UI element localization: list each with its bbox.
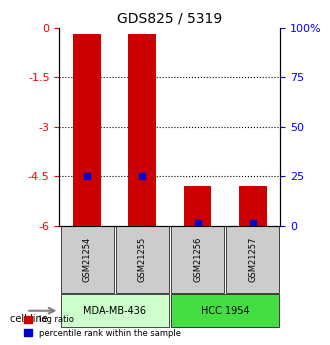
Text: cell line: cell line [10, 314, 48, 324]
FancyBboxPatch shape [171, 294, 280, 327]
FancyBboxPatch shape [60, 226, 114, 293]
Bar [239, 186, 267, 226]
FancyBboxPatch shape [171, 226, 224, 293]
Text: GSM21254: GSM21254 [82, 237, 91, 283]
Text: GSM21257: GSM21257 [248, 237, 257, 283]
Text: GSM21255: GSM21255 [138, 237, 147, 283]
Title: GDS825 / 5319: GDS825 / 5319 [117, 11, 222, 25]
Bar [128, 34, 156, 226]
Legend: log ratio, percentile rank within the sample: log ratio, percentile rank within the sa… [21, 312, 184, 341]
Bar [73, 34, 101, 226]
Text: MDA-MB-436: MDA-MB-436 [83, 306, 146, 316]
Bar [184, 186, 212, 226]
Text: GSM21256: GSM21256 [193, 237, 202, 283]
FancyBboxPatch shape [116, 226, 169, 293]
Text: HCC 1954: HCC 1954 [201, 306, 249, 316]
FancyBboxPatch shape [226, 226, 280, 293]
FancyBboxPatch shape [60, 294, 169, 327]
